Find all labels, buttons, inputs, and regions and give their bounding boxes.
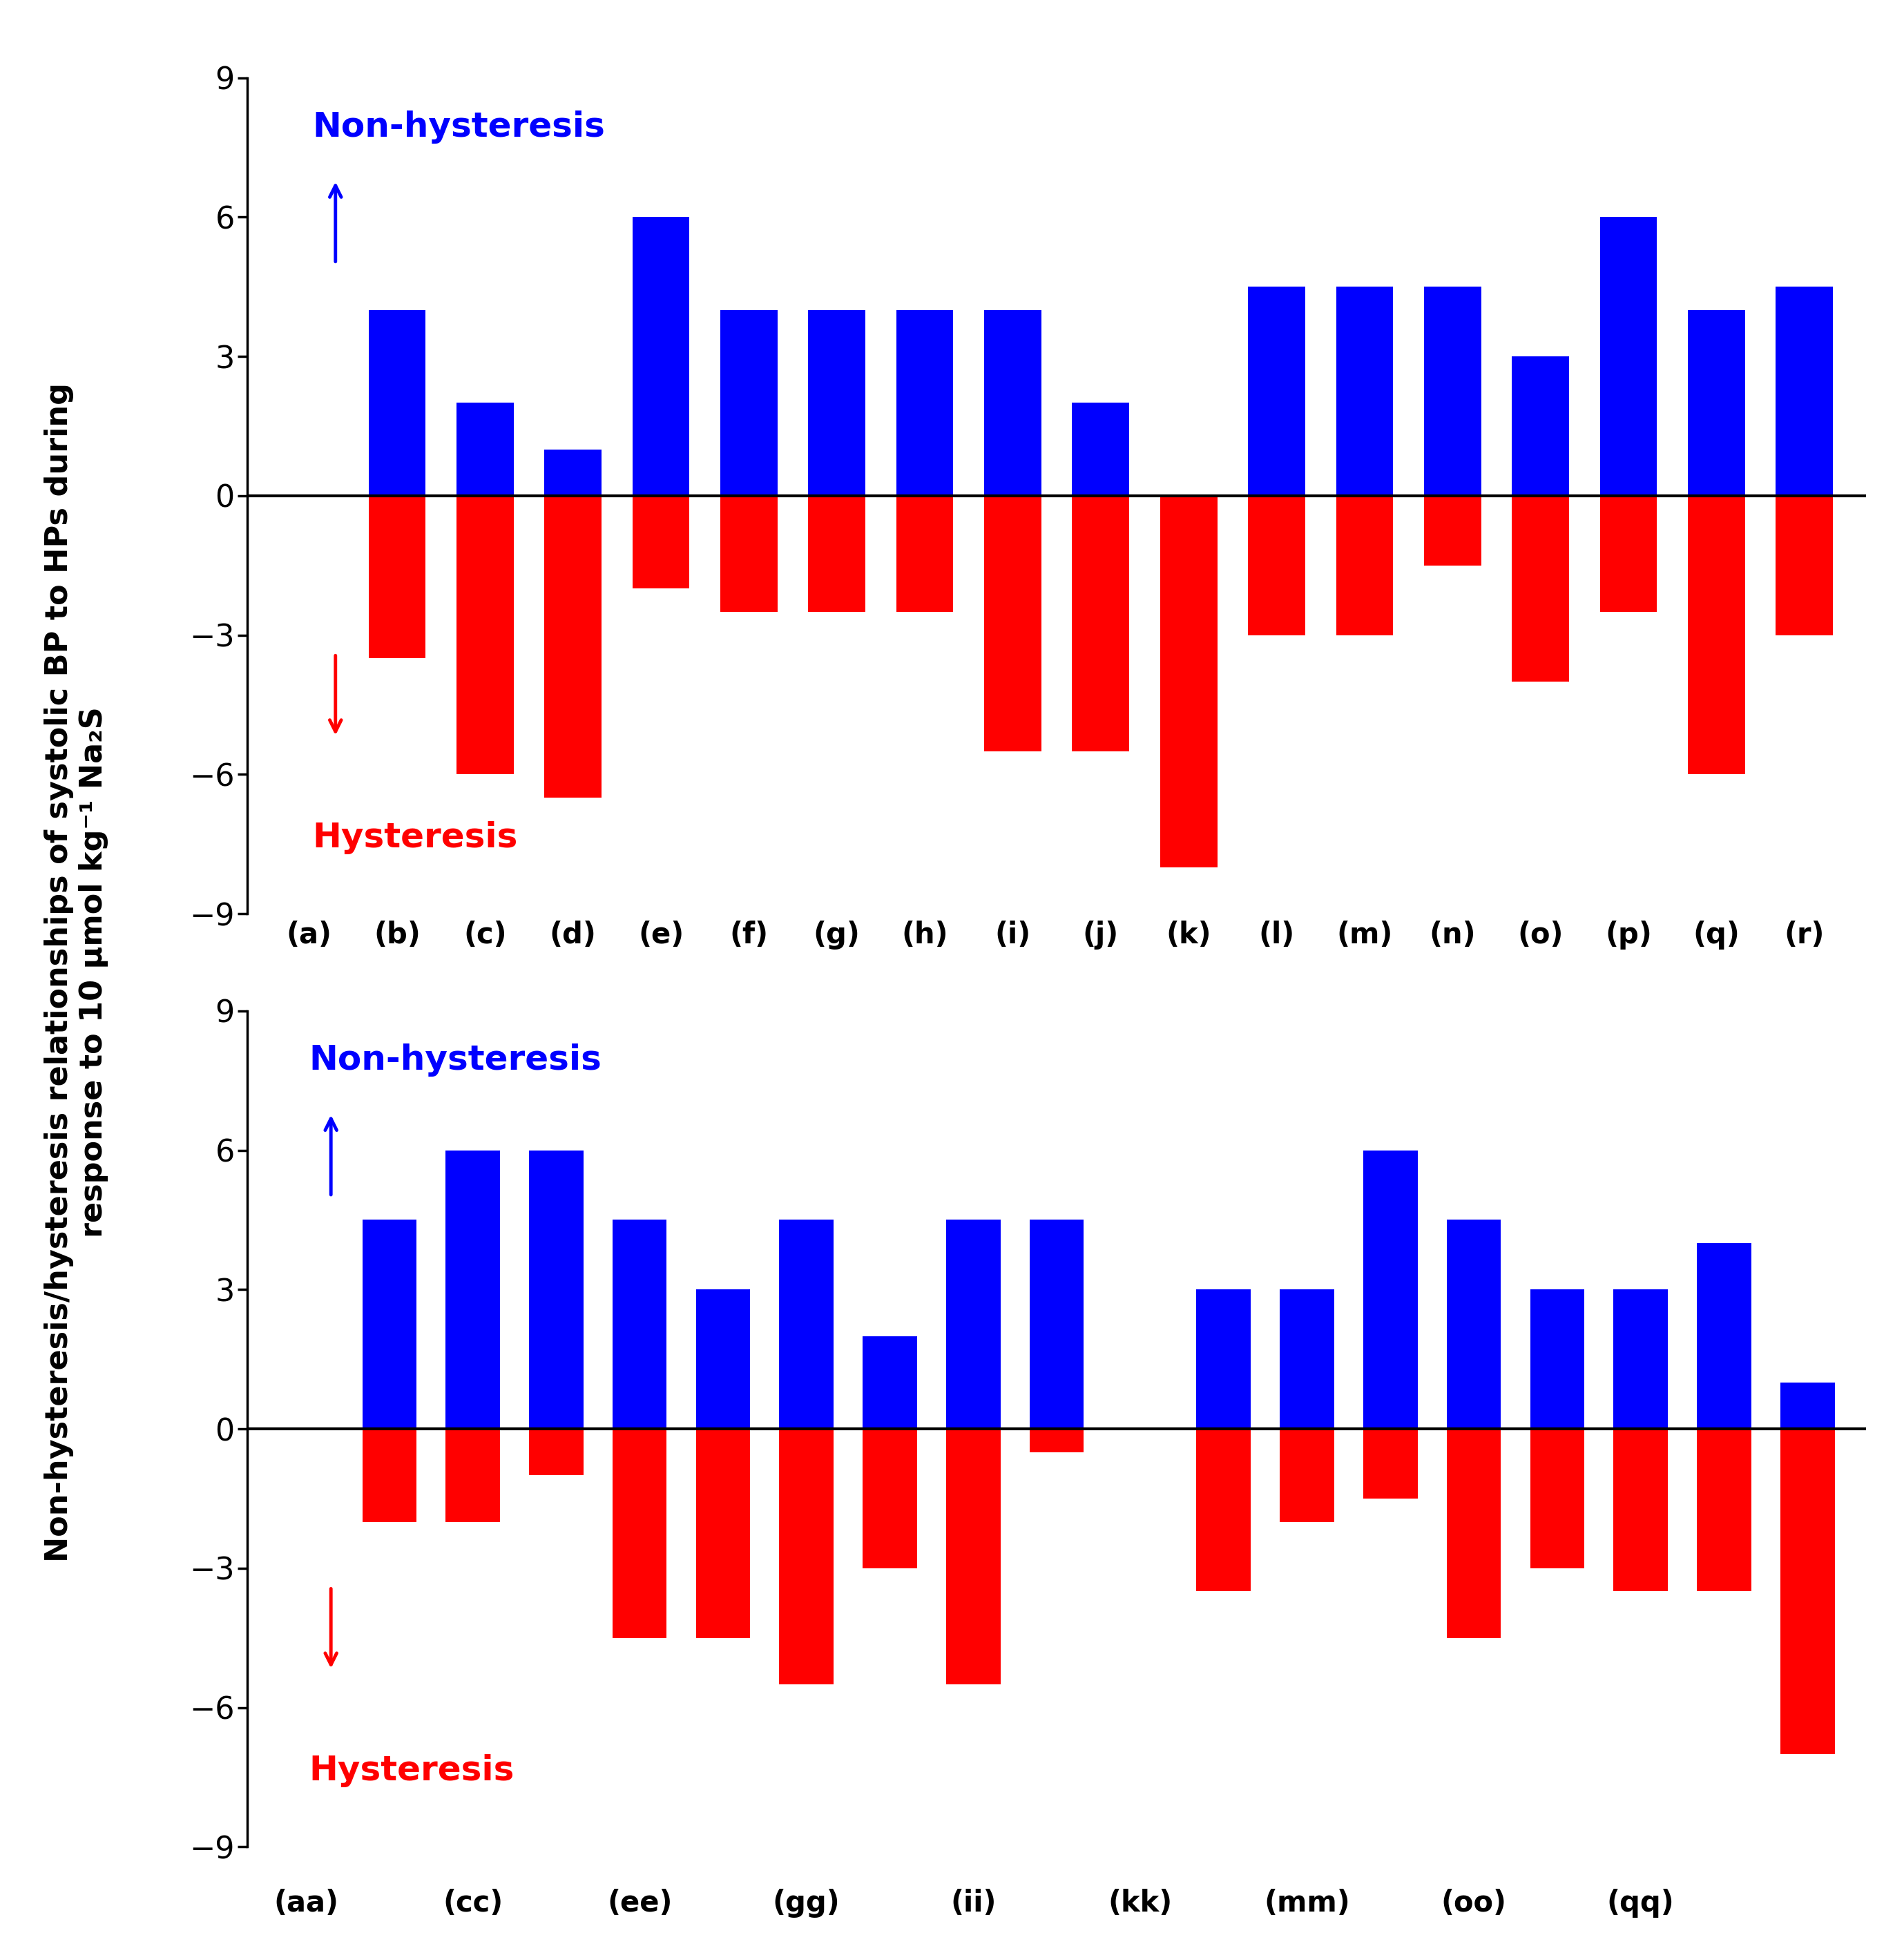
Bar xyxy=(863,1429,918,1569)
Bar xyxy=(529,1429,583,1475)
Bar xyxy=(1363,1151,1417,1429)
Bar xyxy=(369,496,426,659)
Bar xyxy=(1030,1429,1083,1452)
Bar xyxy=(1424,286,1481,496)
Bar xyxy=(632,496,689,589)
Bar xyxy=(1072,496,1129,750)
Bar xyxy=(1072,402,1129,496)
Bar xyxy=(1030,1221,1083,1429)
Bar xyxy=(632,218,689,496)
Bar xyxy=(863,1336,918,1429)
Bar xyxy=(457,402,514,496)
Bar xyxy=(946,1221,1000,1429)
Bar xyxy=(1196,1429,1251,1592)
Bar xyxy=(1279,1289,1335,1429)
Bar xyxy=(779,1221,834,1429)
Text: (aa): (aa) xyxy=(274,1890,339,1917)
Bar xyxy=(1424,496,1481,566)
Bar xyxy=(1613,1289,1668,1429)
Bar xyxy=(1196,1289,1251,1429)
Text: (oo): (oo) xyxy=(1441,1890,1506,1917)
Bar xyxy=(697,1429,750,1637)
Bar xyxy=(1687,309,1744,496)
Bar xyxy=(1531,1429,1584,1569)
Bar xyxy=(697,1289,750,1429)
Bar xyxy=(1337,286,1394,496)
Bar xyxy=(1279,1429,1335,1522)
Text: (kk): (kk) xyxy=(1108,1890,1173,1917)
Text: Non-hysteresis: Non-hysteresis xyxy=(312,111,605,144)
Text: (mm): (mm) xyxy=(1264,1890,1350,1917)
Text: Non-hysteresis/hysteresis relationships of systolic BP to HPs during
response to: Non-hysteresis/hysteresis relationships … xyxy=(44,383,109,1561)
Text: (ii): (ii) xyxy=(950,1890,996,1917)
Bar xyxy=(1160,496,1217,867)
Bar xyxy=(362,1429,417,1522)
Bar xyxy=(446,1429,501,1522)
Bar xyxy=(1599,496,1656,612)
Bar xyxy=(1512,496,1569,682)
Bar xyxy=(613,1221,666,1429)
Bar xyxy=(984,496,1041,750)
Bar xyxy=(362,1221,417,1429)
Bar xyxy=(613,1429,666,1637)
Bar xyxy=(1687,496,1744,774)
Bar xyxy=(1613,1429,1668,1592)
Text: Hysteresis: Hysteresis xyxy=(312,820,518,853)
Bar xyxy=(1696,1242,1752,1429)
Text: (qq): (qq) xyxy=(1607,1890,1674,1917)
Bar xyxy=(1780,1382,1835,1429)
Bar xyxy=(545,496,602,797)
Bar xyxy=(545,449,602,496)
Bar xyxy=(1776,496,1834,636)
Bar xyxy=(1512,356,1569,496)
Bar xyxy=(457,496,514,774)
Text: (gg): (gg) xyxy=(773,1890,840,1917)
Bar xyxy=(1531,1289,1584,1429)
Bar xyxy=(369,309,426,496)
Bar xyxy=(529,1151,583,1429)
Bar xyxy=(946,1429,1000,1684)
Bar xyxy=(1447,1221,1500,1429)
Bar xyxy=(779,1429,834,1684)
Bar xyxy=(1337,496,1394,636)
Bar xyxy=(897,496,954,612)
Text: Non-hysteresis: Non-hysteresis xyxy=(308,1044,602,1077)
Bar xyxy=(897,309,954,496)
Bar xyxy=(1776,286,1834,496)
Bar xyxy=(1247,496,1306,636)
Bar xyxy=(1447,1429,1500,1637)
Text: Hysteresis: Hysteresis xyxy=(308,1753,514,1787)
Text: (ee): (ee) xyxy=(607,1890,672,1917)
Bar xyxy=(1599,218,1656,496)
Bar xyxy=(446,1151,501,1429)
Bar xyxy=(984,309,1041,496)
Bar xyxy=(807,496,866,612)
Text: (cc): (cc) xyxy=(442,1890,503,1917)
Bar xyxy=(807,309,866,496)
Bar xyxy=(720,309,777,496)
Bar xyxy=(1363,1429,1417,1499)
Bar xyxy=(720,496,777,612)
Bar xyxy=(1247,286,1306,496)
Bar xyxy=(1696,1429,1752,1592)
Bar xyxy=(1780,1429,1835,1753)
